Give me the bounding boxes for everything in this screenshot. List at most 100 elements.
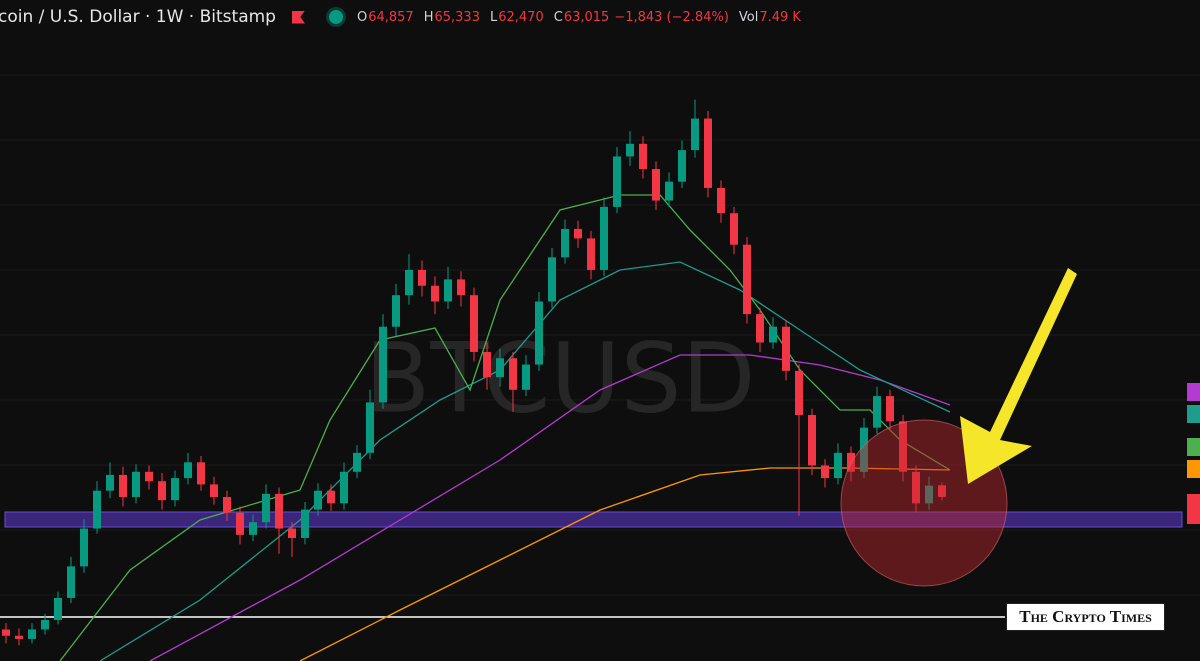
ohlc-key: O	[356, 9, 368, 25]
candle-body	[28, 629, 36, 639]
candles	[2, 99, 946, 646]
candle-body	[223, 497, 231, 513]
candle-body	[613, 156, 621, 207]
tag	[1187, 460, 1200, 478]
ma-green	[59, 194, 951, 661]
candle-body	[574, 228, 582, 239]
candle-body	[626, 143, 634, 157]
watermark: BTCUSD	[364, 322, 755, 434]
candle-body	[756, 314, 764, 343]
candle-body	[418, 269, 426, 286]
candle-body	[197, 462, 205, 485]
candle-body	[561, 228, 569, 258]
status-dot	[328, 10, 343, 24]
candle-body	[704, 118, 712, 188]
candle-body	[873, 396, 881, 428]
tag	[1187, 438, 1200, 456]
tag	[1187, 494, 1200, 524]
candle-body	[821, 465, 829, 479]
candle-body	[548, 257, 556, 302]
ohlc-key: L	[489, 9, 498, 25]
candle-body	[327, 490, 335, 504]
candle-body	[249, 522, 257, 535]
volume-key: Vol	[738, 9, 759, 25]
candle-body	[860, 427, 868, 472]
candle-body	[769, 326, 777, 343]
candle-body	[743, 244, 751, 315]
candle-body	[158, 481, 166, 501]
candle-body	[535, 301, 543, 365]
candle-body	[457, 279, 465, 296]
candle-body	[470, 295, 478, 352]
candle-body	[145, 471, 153, 482]
ohlc-value: 63,015	[563, 9, 610, 25]
candle-body	[379, 326, 387, 403]
candle-body	[67, 566, 75, 598]
candle-body	[184, 462, 192, 479]
candle-body	[171, 478, 179, 501]
arrow	[960, 268, 1077, 484]
tag	[1187, 405, 1200, 423]
candle-body	[15, 635, 23, 639]
ohlc-value: 64,857	[368, 9, 414, 25]
candle-body	[444, 279, 452, 302]
candle-body	[288, 528, 296, 539]
tag	[1187, 383, 1200, 401]
candle-body	[106, 474, 114, 491]
candle-body	[366, 402, 374, 453]
candle-body	[132, 471, 140, 498]
candle-body	[483, 351, 491, 378]
candle-body	[119, 474, 127, 498]
candle-body	[639, 143, 647, 170]
candle-body	[275, 493, 283, 529]
candle-body	[912, 471, 920, 504]
candle-body	[717, 187, 725, 214]
candle-body	[80, 528, 88, 567]
candle-body	[782, 326, 790, 371]
candle-body	[847, 452, 855, 472]
candle-body	[522, 364, 530, 390]
candle-body	[808, 415, 816, 466]
candle-body	[405, 269, 413, 296]
candle-body	[314, 490, 322, 510]
flag-icon[interactable]	[291, 10, 305, 24]
candle-body	[496, 358, 504, 378]
support-zone	[4, 511, 1183, 528]
candle-body	[301, 509, 309, 539]
ohlc-key: C	[553, 9, 563, 25]
volume: 7.49 K	[759, 9, 801, 25]
candle-body	[2, 629, 10, 636]
candle-body	[691, 118, 699, 151]
ma-teal	[99, 261, 951, 661]
symbol: coin / U.S. Dollar · 1W · Bitstamp	[0, 7, 276, 27]
candle-body	[236, 512, 244, 535]
candle-body	[587, 238, 595, 270]
candle-body	[899, 421, 907, 472]
logo: The Crypto Times	[1006, 603, 1165, 631]
candle-body	[652, 169, 660, 201]
candle-body	[665, 181, 673, 201]
candle-body	[600, 206, 608, 270]
candle-body	[340, 471, 348, 504]
price-tags	[1187, 383, 1200, 524]
ohlc-value: 65,333	[434, 9, 480, 25]
ma-magenta	[149, 354, 951, 661]
candle-body	[93, 490, 101, 529]
candle-body	[938, 485, 946, 497]
candle-body	[353, 452, 361, 472]
candle-body	[834, 452, 842, 479]
candle-body	[925, 485, 933, 504]
candle-body	[392, 295, 400, 327]
candle-body	[41, 620, 49, 630]
candle-body	[262, 493, 270, 523]
candle-body	[795, 370, 803, 416]
change: −1,843 (−2.84%)	[614, 9, 729, 25]
symbol-header: coin / U.S. Dollar · 1W · Bitstamp O 64,8…	[0, 5, 805, 29]
candle-body	[210, 484, 218, 498]
candle-body	[509, 358, 517, 390]
candle-body	[730, 213, 738, 245]
ohlc-key: H	[423, 9, 434, 25]
